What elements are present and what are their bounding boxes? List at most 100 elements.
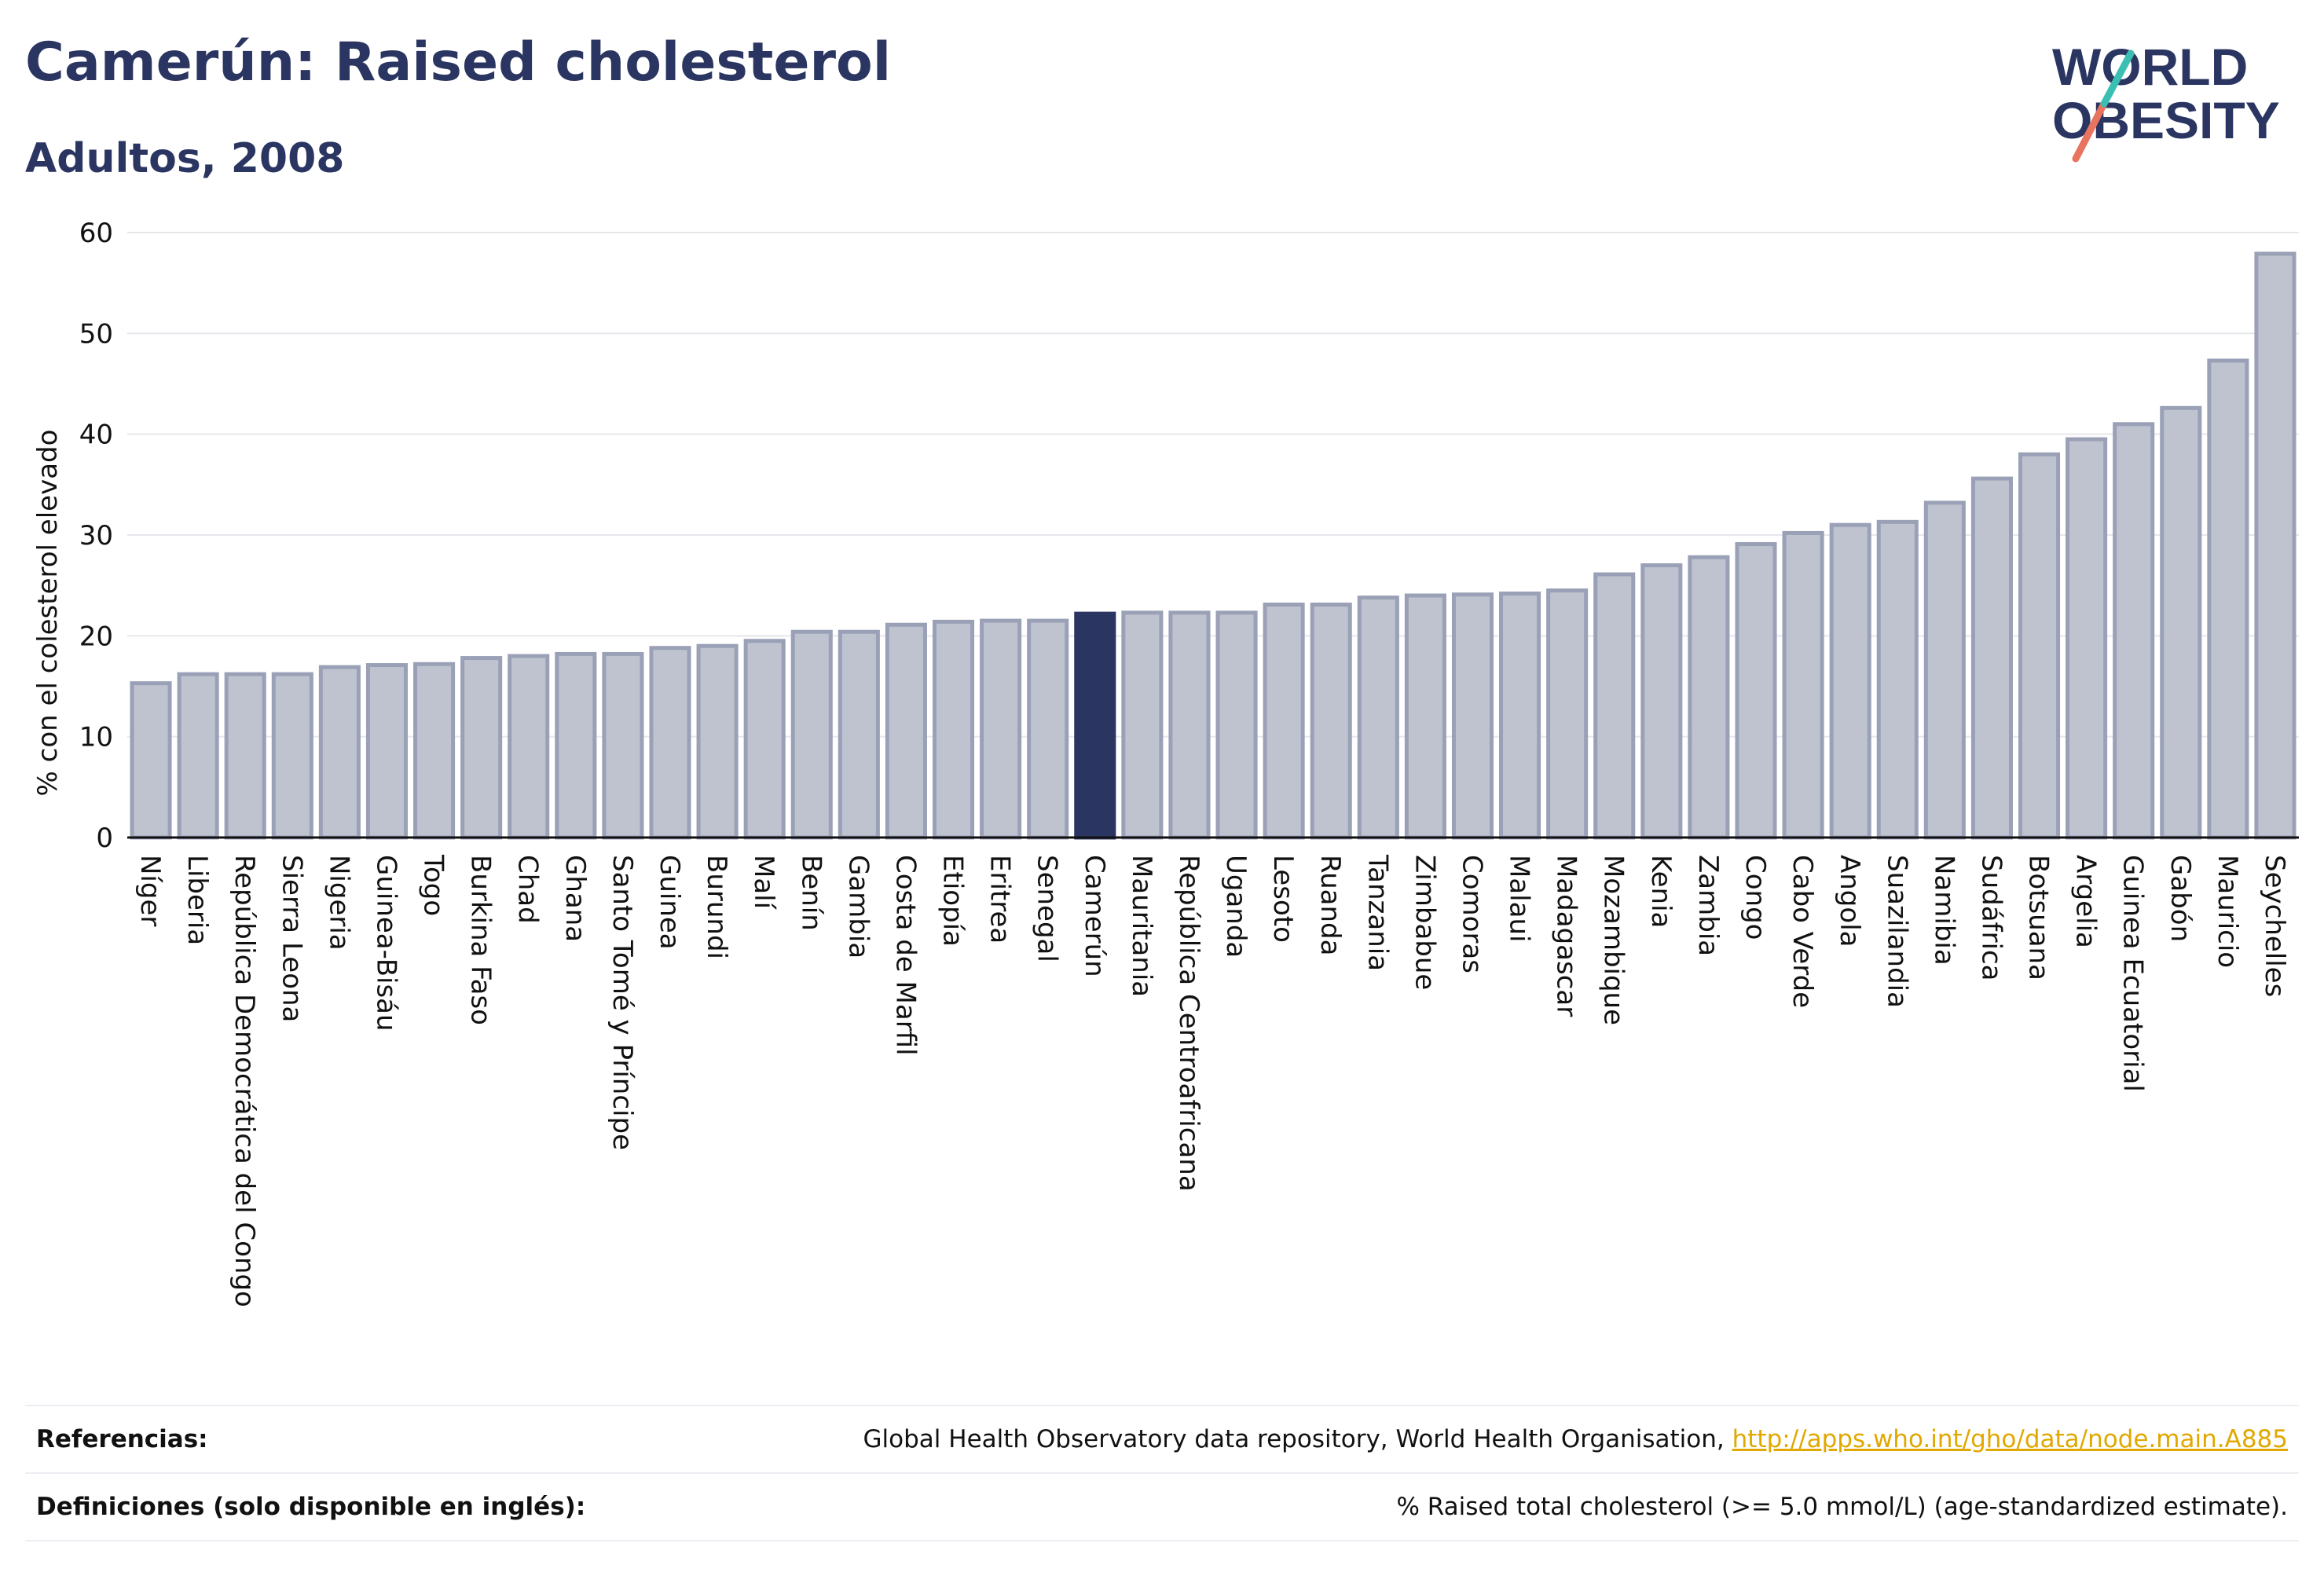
references-link[interactable]: http://apps.who.int/gho/data/node.main.A… — [1732, 1425, 2288, 1453]
bar-chart: 0 10 20 30 40 50 60 Níger Liberia República Democ… — [32, 218, 2299, 1307]
bar-togo[interactable] — [413, 662, 456, 840]
bar-zambia[interactable] — [1688, 555, 1730, 840]
x-tick-label: Malaui — [1504, 855, 1535, 942]
bar-níger[interactable] — [130, 681, 172, 840]
bar-cabo-verde[interactable] — [1782, 530, 1824, 840]
bar-eritrea[interactable] — [980, 618, 1022, 840]
x-tick-label: Eritrea — [984, 855, 1016, 944]
bar-mauritania[interactable] — [1121, 610, 1164, 840]
svg-text:OBESITY: OBESITY — [2052, 91, 2280, 149]
x-tick-label: Madagascar — [1551, 855, 1582, 1017]
bar-ruanda[interactable] — [1310, 603, 1352, 840]
x-tick-label: Benín — [795, 855, 827, 931]
x-tick-label: Burundi — [701, 855, 732, 959]
y-tick-label: 20 — [79, 621, 113, 652]
x-tick-label: Ghana — [559, 855, 591, 942]
x-tick-label: Cabo Verde — [1787, 855, 1818, 1008]
y-tick-label: 0 — [96, 823, 113, 854]
bar-botsuana[interactable] — [2018, 452, 2061, 840]
x-tick-label: Guinea Ecuatorial — [2117, 855, 2149, 1092]
bar-ghana[interactable] — [555, 651, 597, 840]
bar-malaui[interactable] — [1499, 591, 1541, 840]
x-tick-label: Santo Tomé y Príncipe — [607, 855, 638, 1150]
svg-text:WORLD: WORLD — [2052, 38, 2248, 96]
bar-guinea[interactable] — [649, 646, 691, 840]
bar-república-democrática-del-congo[interactable] — [224, 672, 266, 840]
x-tick-label: Senegal — [1032, 855, 1063, 962]
x-tick-label: Gabón — [2165, 855, 2196, 942]
bar-sierra-leona[interactable] — [271, 672, 313, 840]
bar-república-centroafricana[interactable] — [1168, 610, 1211, 840]
x-tick-label: Suazilandia — [1881, 855, 1912, 1008]
x-tick-label: Burkina Faso — [465, 855, 497, 1025]
x-tick-label: Argelia — [2070, 855, 2102, 948]
bar-santo-tomé-y-príncipe[interactable] — [602, 651, 644, 840]
bar-kenia[interactable] — [1640, 563, 1683, 840]
x-tick-label: Ruanda — [1314, 855, 1346, 955]
definitions-value: % Raised total cholesterol (>= 5.0 mmol/… — [1396, 1493, 2288, 1521]
bar-madagascar[interactable] — [1546, 588, 1589, 840]
bar-liberia[interactable] — [177, 672, 219, 840]
x-tick-label: Sierra Leona — [276, 855, 307, 1022]
x-tick-label: Angola — [1834, 855, 1865, 947]
bar-nigeria[interactable] — [318, 665, 361, 840]
bar-gabón[interactable] — [2160, 405, 2202, 840]
chart-footer: Referencias: Global Health Observatory d… — [25, 1405, 2299, 1541]
bar-benín[interactable] — [790, 629, 833, 840]
world-obesity-logo: WORLD OBESITY — [2052, 38, 2280, 163]
bar-burkina-faso[interactable] — [460, 656, 503, 840]
bar-zimbabue[interactable] — [1404, 593, 1446, 840]
bar-etiopía[interactable] — [932, 619, 975, 840]
bar-guinea-bisáu[interactable] — [365, 663, 409, 840]
y-tick-label: 60 — [79, 218, 113, 249]
bar-burundi[interactable] — [696, 643, 739, 840]
definitions-row: Definiciones (solo disponible en inglés)… — [25, 1472, 2299, 1541]
bar-mozambique[interactable] — [1593, 572, 1636, 840]
bar-seychelles[interactable] — [2254, 251, 2297, 840]
x-tick-label: Congo — [1739, 855, 1771, 940]
bar-guinea-ecuatorial[interactable] — [2113, 422, 2155, 840]
x-tick-label: Chad — [512, 855, 544, 924]
x-tick-label: Botsuana — [2023, 855, 2055, 980]
bar-tanzania[interactable] — [1357, 596, 1399, 840]
bar-namibia[interactable] — [1923, 500, 1966, 840]
bar-costa-de-marfil[interactable] — [885, 622, 927, 840]
bar-angola[interactable] — [1829, 522, 1871, 840]
bar-argelia[interactable] — [2066, 437, 2108, 840]
bar-comoras[interactable] — [1451, 592, 1494, 840]
x-tick-label: Kenia — [1645, 855, 1677, 928]
x-tick-label: Zimbabue — [1409, 855, 1440, 990]
bar-congo[interactable] — [1735, 542, 1777, 840]
x-tick-label: Mauritania — [1126, 855, 1157, 997]
x-tick-label: Namibia — [1928, 855, 1959, 966]
y-tick-label: 10 — [79, 722, 113, 753]
bar-mauricio[interactable] — [2207, 358, 2249, 840]
x-tick-label: República Centroafricana — [1173, 855, 1204, 1192]
x-tick-label: Sudáfrica — [1975, 855, 2007, 980]
references-text: Global Health Observatory data repositor… — [863, 1425, 1732, 1453]
x-tick-label: Mauricio — [2212, 855, 2243, 968]
axes: 0 10 20 30 40 50 60 Níger Liberia República Democ… — [79, 218, 2299, 1307]
bar-senegal[interactable] — [1027, 618, 1069, 840]
bar-gambia[interactable] — [838, 629, 880, 840]
references-value: Global Health Observatory data repositor… — [863, 1425, 2299, 1453]
x-tick-label: Guinea — [654, 855, 685, 950]
bar-suazilandia[interactable] — [1876, 519, 1919, 840]
bar-uganda[interactable] — [1215, 610, 1258, 840]
bar-lesoto[interactable] — [1263, 603, 1305, 840]
x-tick-label: Costa de Marfil — [889, 855, 921, 1056]
bar-malí[interactable] — [743, 639, 786, 840]
bar-chad[interactable] — [508, 654, 550, 840]
bar-sudáfrica[interactable] — [1970, 476, 2013, 840]
x-tick-label: Níger — [134, 855, 166, 926]
bar-camerún[interactable] — [1074, 611, 1116, 840]
references-row: Referencias: Global Health Observatory d… — [25, 1405, 2299, 1472]
y-axis-label: % con el colesterol elevado — [32, 430, 64, 797]
bars — [130, 251, 2297, 840]
x-tick-label: Malí — [748, 855, 779, 911]
x-tick-label: Mozambique — [1598, 855, 1629, 1025]
x-tick-label: Comoras — [1456, 855, 1487, 973]
x-tick-label: Togo — [418, 854, 449, 916]
x-tick-label: Uganda — [1220, 855, 1252, 958]
y-tick-label: 40 — [79, 420, 113, 451]
